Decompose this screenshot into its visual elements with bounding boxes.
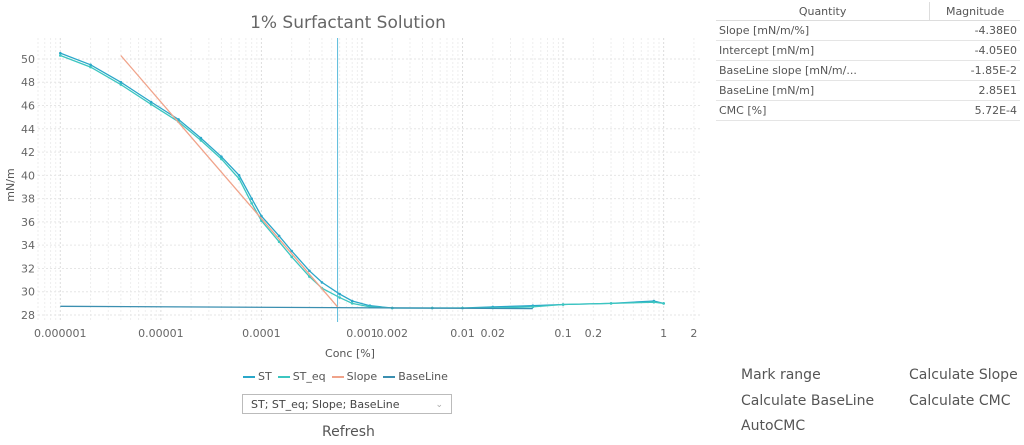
series-st — [60, 52, 664, 309]
quantity-cell: Slope [mN/m/%] — [716, 20, 930, 41]
data-point — [350, 302, 354, 305]
grid — [37, 38, 700, 322]
data-point — [277, 234, 281, 238]
table-row[interactable]: Intercept [mN/m] -4.05E0 — [716, 40, 1020, 61]
quantity-cell: CMC [%] — [716, 100, 930, 121]
header-magnitude: Magnitude — [929, 2, 1020, 21]
autocmc-button[interactable]: AutoCMC — [741, 418, 806, 434]
x-tick-label: 0.001 — [346, 327, 378, 340]
x-axis-label: Conc [%] — [325, 347, 375, 360]
y-tick-label: 46 — [21, 100, 35, 113]
series-baseline — [60, 305, 533, 310]
x-tick-label: 0.00001 — [138, 327, 184, 340]
x-tick-label: 0.1 — [554, 327, 572, 340]
data-point — [350, 299, 354, 303]
y-tick-label: 36 — [21, 216, 35, 229]
data-point — [59, 51, 62, 55]
y-tick-label: 30 — [21, 286, 35, 299]
results-table: Quantity Magnitude Slope [mN/m/%] -4.38E0… — [716, 2, 1020, 121]
chart-title: 1% Surfactant Solution — [250, 13, 446, 33]
data-point — [308, 275, 311, 278]
quantity-cell: Intercept [mN/m] — [716, 40, 930, 61]
series-select-value: ST; ST_eq; Slope; BaseLine — [251, 398, 400, 411]
x-tick-label: 0.0001 — [242, 327, 281, 340]
y-tick-label: 44 — [21, 123, 35, 136]
magnitude-cell: 5.72E-4 — [929, 100, 1020, 121]
data-point — [308, 269, 311, 273]
data-point — [277, 240, 281, 243]
y-tick-label: 40 — [21, 169, 35, 182]
y-tick-label: 34 — [21, 239, 35, 252]
refresh-button[interactable]: Refresh — [322, 424, 375, 440]
data-point — [149, 100, 153, 104]
legend-item-st-eq[interactable]: ST_eq — [277, 370, 326, 383]
series-select[interactable]: ST; ST_eq; Slope; BaseLine ⌄ — [242, 394, 452, 414]
x-tick-label: 0.000001 — [34, 327, 87, 340]
y-tick-label: 48 — [21, 76, 35, 89]
data-point — [609, 302, 613, 305]
x-tick-label: 0.02 — [481, 327, 506, 340]
quantity-cell: BaseLine [mN/m] — [716, 80, 930, 101]
magnitude-cell: -1.85E-2 — [929, 60, 1020, 81]
table-row[interactable]: BaseLine slope [mN/m/... -1.85E-2 — [716, 60, 1020, 81]
quantity-cell: BaseLine slope [mN/m/... — [716, 60, 930, 81]
data-point — [149, 103, 153, 106]
data-point — [531, 305, 535, 309]
data-point — [260, 214, 263, 218]
data-point — [199, 136, 203, 140]
x-tick-label: 0.2 — [585, 327, 603, 340]
data-point — [220, 157, 223, 161]
data-point — [662, 302, 665, 305]
data-point — [59, 54, 62, 57]
chevron-down-icon: ⌄ — [435, 400, 443, 410]
data-point — [119, 83, 123, 86]
table-row[interactable]: BaseLine [mN/m] 2.85E1 — [716, 80, 1020, 101]
data-point — [250, 197, 253, 200]
data-point — [89, 65, 92, 69]
data-point — [290, 249, 293, 253]
chart-legend: ST ST_eq Slope BaseLine — [243, 370, 448, 383]
calculate-baseline-button[interactable]: Calculate BaseLine — [741, 393, 875, 409]
legend-item-baseline[interactable]: BaseLine — [383, 370, 448, 383]
y-axis-label: mN/m — [4, 168, 17, 201]
table-row[interactable]: CMC [%] 5.72E-4 — [716, 100, 1020, 121]
data-point — [220, 155, 223, 159]
data-point — [561, 303, 565, 306]
magnitude-cell: -4.38E0 — [929, 20, 1020, 41]
data-point — [237, 174, 241, 177]
series-slope — [120, 55, 339, 308]
magnitude-cell: 2.85E1 — [929, 80, 1020, 101]
legend-item-slope[interactable]: Slope — [331, 370, 377, 383]
data-point — [338, 292, 341, 296]
y-tick-label: 38 — [21, 193, 35, 206]
calculate-slope-button[interactable]: Calculate Slope — [909, 367, 1018, 383]
cmc-chart[interactable]: 1% Surfactant Solution Conc [%] mN/m 28 3… — [0, 0, 710, 365]
x-tick-label: 0.002 — [376, 327, 408, 340]
data-point — [89, 63, 92, 67]
data-point — [199, 139, 203, 142]
data-point — [250, 201, 253, 205]
data-point — [177, 118, 180, 121]
data-point — [290, 255, 293, 259]
table-row[interactable]: Slope [mN/m/%] -4.38E0 — [716, 20, 1020, 41]
x-tick-label: 2 — [690, 327, 697, 340]
data-point — [237, 177, 241, 181]
magnitude-cell: -4.05E0 — [929, 40, 1020, 61]
x-tick-label: 0.01 — [450, 327, 475, 340]
y-tick-label: 28 — [21, 309, 35, 322]
calculate-cmc-button[interactable]: Calculate CMC — [909, 393, 1011, 409]
data-point — [320, 281, 324, 284]
data-point — [338, 296, 341, 299]
mark-range-button[interactable]: Mark range — [741, 367, 821, 383]
y-tick-label: 42 — [21, 146, 35, 159]
data-point — [652, 300, 656, 304]
data-point — [119, 80, 123, 84]
x-tick-label: 1 — [660, 327, 667, 340]
header-quantity: Quantity — [716, 2, 931, 21]
y-tick-label: 50 — [21, 53, 35, 66]
y-tick-label: 32 — [21, 262, 35, 275]
legend-item-st[interactable]: ST — [243, 370, 272, 383]
